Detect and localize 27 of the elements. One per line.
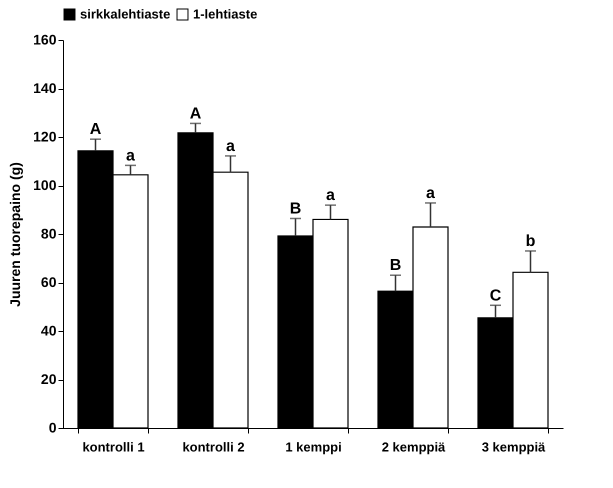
x-tick-label: kontrolli 1 — [82, 440, 145, 454]
y-tick-label: 100 — [33, 177, 57, 193]
y-tick-label: 20 — [40, 371, 57, 387]
legend-label: sirkkalehtiaste — [80, 6, 170, 22]
y-tick-label: 0 — [48, 420, 57, 436]
y-tick-label: 160 — [33, 32, 57, 48]
x-tick-label: kontrolli 2 — [182, 440, 245, 454]
y-tick-label: 120 — [33, 128, 57, 144]
data-label: B — [390, 257, 402, 274]
x-tick-label: 2 kemppiä — [382, 440, 446, 454]
y-tick-label: 80 — [40, 226, 57, 242]
data-label: A — [90, 121, 102, 138]
data-label: b — [526, 232, 536, 250]
data-label: a — [326, 187, 336, 204]
data-label: B — [290, 200, 302, 218]
x-tick-label: 3 kemppiä — [482, 440, 546, 454]
y-tick-label: 140 — [33, 80, 57, 96]
data-label: a — [226, 138, 236, 155]
x-tick-label: 1 kemppi — [285, 440, 342, 454]
y-tick-label: 60 — [40, 274, 57, 290]
y-axis-title: Juuren tuorepaino (g) — [7, 162, 24, 307]
data-label: A — [190, 105, 202, 122]
y-tick-label: 40 — [40, 322, 57, 338]
data-label: a — [426, 184, 436, 202]
data-label: a — [126, 147, 136, 164]
data-label: C — [490, 287, 502, 304]
legend-label: 1-lehtiaste — [193, 6, 258, 22]
